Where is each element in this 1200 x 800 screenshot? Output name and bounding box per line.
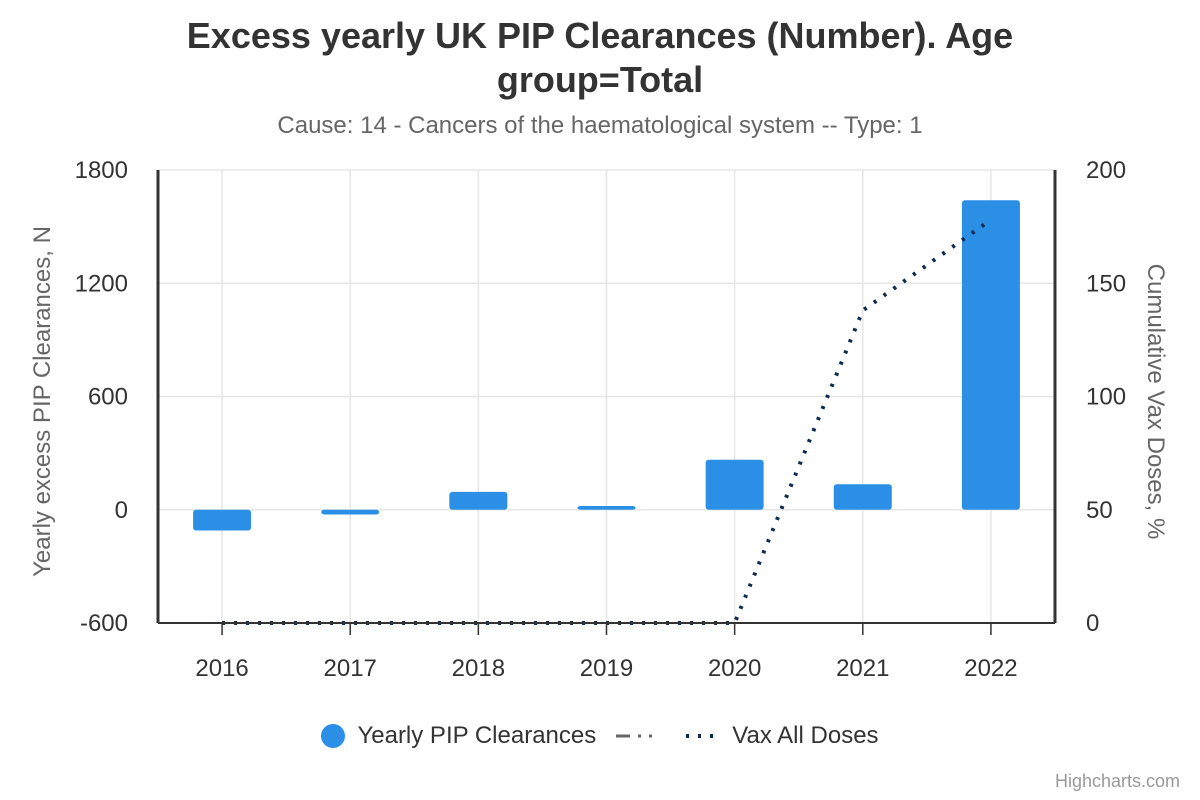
x-tick-label: 2020 <box>708 655 761 682</box>
chart-subtitle: Cause: 14 - Cancers of the haematologica… <box>277 112 923 139</box>
legend-dash-dot-icon <box>616 734 653 738</box>
y-left-tick-label: 1200 <box>75 270 128 297</box>
legend-label-pip: Yearly PIP Clearances <box>357 722 597 749</box>
y-right-tick-label: 150 <box>1086 270 1126 297</box>
legend-item-pip[interactable]: Yearly PIP Clearances <box>321 722 596 750</box>
y-right-tick-label: 100 <box>1086 384 1126 411</box>
y-left-tick-label: 1800 <box>75 157 128 184</box>
bar-2018 <box>449 491 508 510</box>
y-right-tick-label: 200 <box>1086 157 1126 184</box>
chart-title: Excess yearly UK PIP Clearances (Number)… <box>186 15 1014 100</box>
chart-legend: Yearly PIP Clearances Vax All Doses <box>0 722 1200 750</box>
y-right-tick-label: 0 <box>1086 610 1099 637</box>
legend-item-vax[interactable]: Vax All Doses <box>684 722 879 750</box>
y-left-tick-label: 600 <box>88 384 128 411</box>
y-left-axis-title: Yearly excess PIP Clearances, N <box>29 226 56 577</box>
highcharts-credits-link[interactable]: Highcharts.com <box>1054 771 1180 791</box>
y-right-tick-label: 50 <box>1086 497 1113 524</box>
legend-item-dash[interactable] <box>616 730 664 742</box>
legend-circle-icon <box>321 724 346 748</box>
bar-2016 <box>193 509 252 531</box>
legend-dotted-icon <box>686 734 721 738</box>
bar-2021 <box>833 484 892 510</box>
bar-2017 <box>321 509 380 515</box>
x-tick-label: 2017 <box>324 655 377 682</box>
x-tick-label: 2016 <box>195 655 248 682</box>
x-tick-label: 2022 <box>964 655 1017 682</box>
bar-2019 <box>577 505 636 510</box>
legend-label-vax: Vax All Doses <box>732 722 879 749</box>
y-left-tick-label: 0 <box>115 497 128 524</box>
y-right-axis-title: Cumulative Vax Doses, % <box>1142 264 1169 540</box>
x-tick-label: 2019 <box>580 655 633 682</box>
y-left-tick-label: -600 <box>80 610 128 637</box>
bar-2022 <box>961 200 1020 510</box>
x-tick-label: 2018 <box>452 655 505 682</box>
bar-2020 <box>705 459 764 510</box>
x-tick-label: 2021 <box>836 655 889 682</box>
